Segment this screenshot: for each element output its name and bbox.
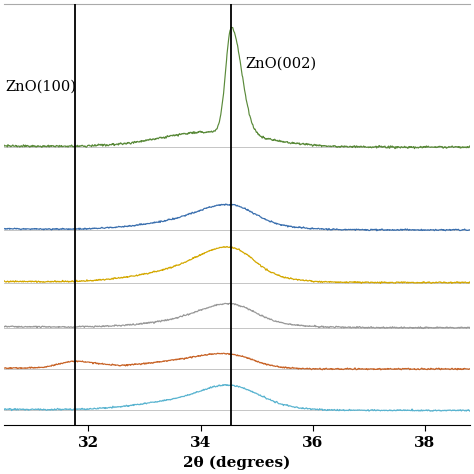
Text: ZnO(002): ZnO(002) [246, 57, 317, 71]
X-axis label: 2θ (degrees): 2θ (degrees) [183, 456, 291, 470]
Text: ZnO(100): ZnO(100) [5, 80, 76, 94]
